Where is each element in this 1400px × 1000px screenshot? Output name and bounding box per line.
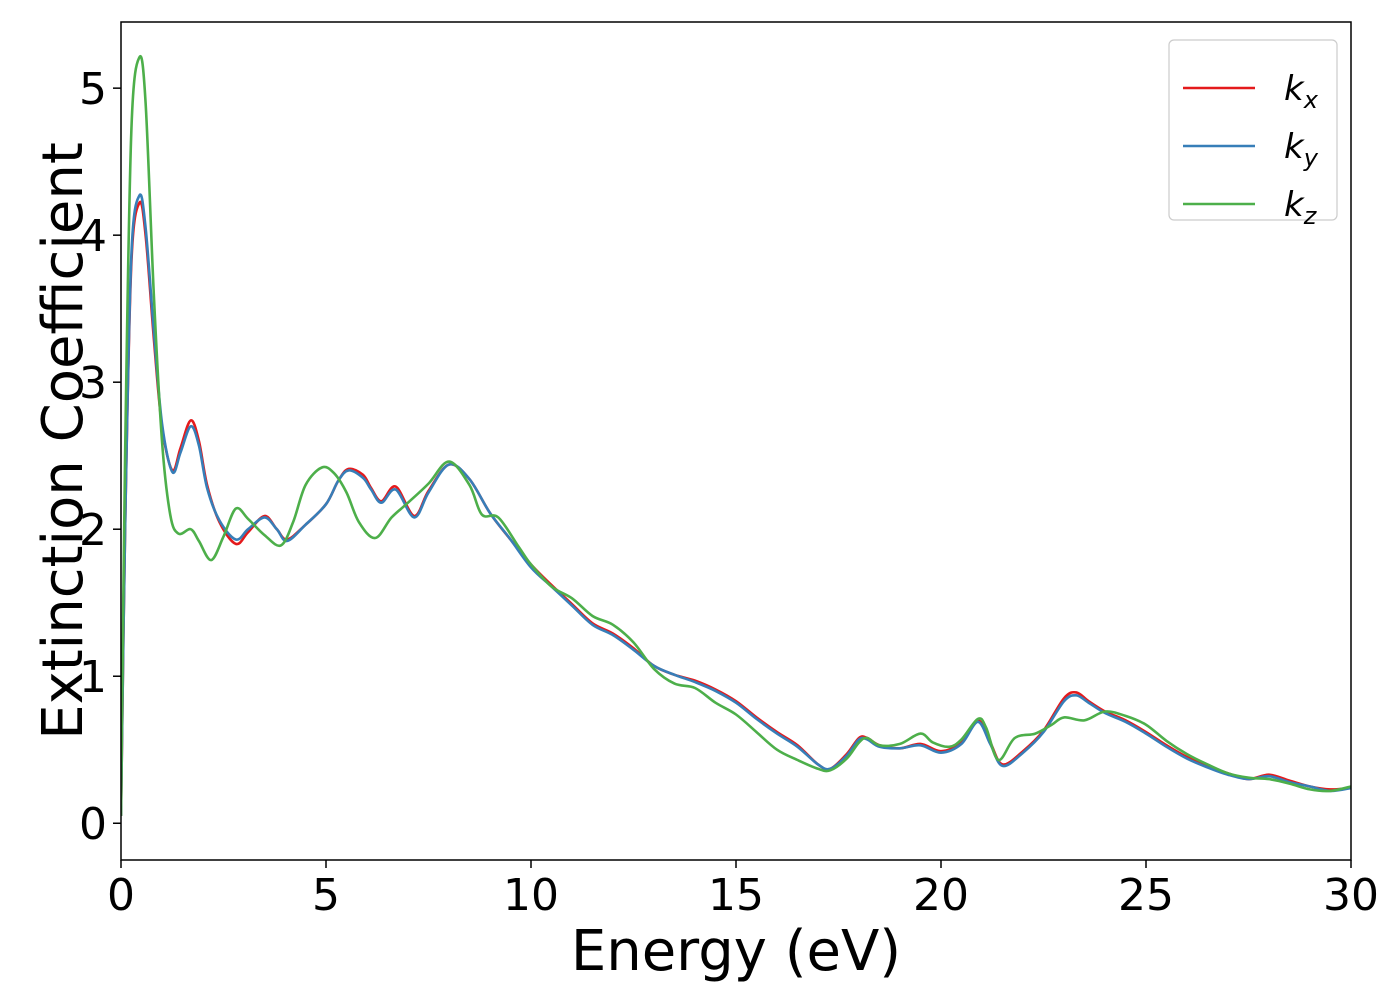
series-line-kx — [121, 200, 1351, 816]
y-axis-label: Extinction Coefficient — [31, 142, 96, 740]
x-tick-label: 5 — [312, 870, 340, 921]
legend-label-kx: kx — [1284, 69, 1319, 114]
x-tick-label: 30 — [1323, 870, 1379, 921]
y-tick-label: 3 — [79, 358, 107, 409]
x-tick-label: 20 — [913, 870, 969, 921]
y-tick-label: 1 — [79, 652, 107, 703]
plot-frame — [120, 21, 1352, 861]
x-tick-label: 15 — [708, 870, 764, 921]
series-layer — [121, 54, 1351, 816]
x-tick-label: 10 — [503, 870, 559, 921]
x-tick-label: 25 — [1118, 870, 1174, 921]
x-axis-label: Energy (eV) — [571, 919, 901, 984]
y-tick-label: 4 — [79, 211, 107, 262]
series-line-ky — [121, 193, 1351, 816]
y-tick-label: 0 — [79, 799, 107, 850]
y-tick-label: 2 — [79, 505, 107, 556]
y-tick-label: 5 — [79, 64, 107, 115]
x-tick-label: 0 — [107, 870, 135, 921]
x-axis-ticks: 0 5 10 15 20 25 30 — [107, 860, 1379, 921]
y-axis-ticks: 0 1 2 3 4 5 — [79, 64, 121, 850]
series-line-kz — [121, 54, 1351, 816]
legend-box — [1168, 39, 1338, 221]
